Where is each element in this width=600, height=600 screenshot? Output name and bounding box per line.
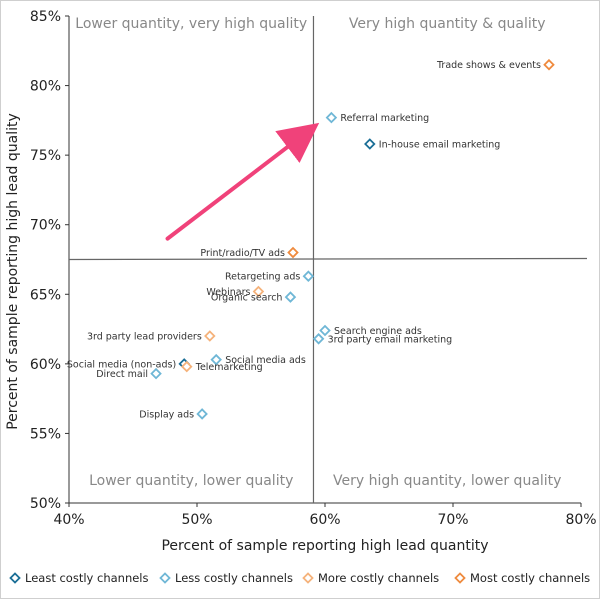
data-point-label: Webinars — [206, 287, 250, 298]
x-tick-label: 40% — [53, 512, 84, 528]
y-tick-label: 75% — [30, 148, 61, 164]
data-point-marker — [252, 285, 265, 298]
y-tick-label: 80% — [30, 79, 61, 95]
x-tick-label: 60% — [309, 512, 340, 528]
legend-marker — [302, 572, 314, 584]
legend-label: Most costly channels — [470, 571, 590, 585]
legend-label: Least costly channels — [25, 571, 149, 585]
data-point-marker — [287, 246, 299, 259]
x-tick-label: 70% — [437, 512, 468, 528]
data-point-marker — [204, 330, 216, 342]
data-point-label: 3rd party lead providers — [87, 332, 202, 343]
data-point-label: Trade shows & events — [436, 60, 541, 71]
legend-marker — [9, 572, 21, 584]
data-point-label: Retargeting ads — [225, 272, 300, 283]
legend: Least costly channels Less costly channel… — [9, 571, 590, 585]
quadrant-label-top-left: Lower quantity, very high quality — [75, 16, 307, 32]
data-point-marker — [319, 324, 331, 337]
axes: 50%55%60%65%70%75%80%85%40% 50% 60% 70% 80%P… — [5, 9, 597, 554]
data-point-label: Organic search — [211, 293, 283, 304]
data-point-marker — [302, 270, 315, 282]
y-axis-label: Percent of sample reporting high lead qu… — [5, 113, 21, 430]
horizontal-divider-line — [68, 257, 588, 261]
data-point-marker — [150, 367, 162, 380]
x-axis-label: Percent of sample reporting high lead qu… — [161, 538, 488, 554]
data-point-label: In-house email marketing — [379, 140, 501, 151]
legend-marker — [454, 572, 466, 584]
data-point-marker — [180, 360, 193, 373]
annotation-arrow-group — [165, 122, 320, 241]
data-point-marker — [364, 138, 376, 150]
quadrant-label-top-right: Very high quantity & quality — [349, 16, 546, 32]
y-tick-label: 55% — [30, 426, 61, 442]
data-point-label: Print/radio/TV ads — [200, 248, 285, 259]
data-point-label: Search engine ads — [334, 326, 422, 337]
y-tick-label: 85% — [30, 9, 61, 25]
data-point-marker — [543, 58, 555, 71]
x-tick-label: 50% — [181, 512, 212, 528]
legend-label: More costly channels — [318, 571, 439, 585]
data-point-marker — [210, 353, 222, 366]
data-point-label: Telemarketing — [195, 362, 263, 373]
quadrant-label-bottom-left: Lower quantity, lower quality — [89, 473, 293, 489]
data-point-marker — [284, 291, 297, 303]
quadrant-labels: Lower quantity, very high quality Very hi… — [75, 16, 561, 489]
y-tick-label: 70% — [30, 218, 61, 234]
data-point-marker — [312, 333, 325, 345]
x-tick-label: 80% — [565, 512, 596, 528]
data-point-label: Social media ads — [225, 355, 306, 366]
data-point-label: Display ads — [139, 409, 194, 420]
data-point-marker — [196, 408, 208, 420]
data-point-label: Social media (non-ads) — [67, 359, 176, 370]
data-point-label: Referral marketing — [340, 113, 429, 124]
y-tick-label: 50% — [30, 496, 61, 512]
legend-label: Less costly channels — [175, 571, 293, 585]
annotation-arrow — [165, 122, 320, 241]
data-points: Trade shows & events Referral marketing In… — [67, 58, 555, 420]
quadrant-label-bottom-right: Very high quantity, lower quality — [333, 473, 561, 489]
data-point-marker — [325, 111, 338, 124]
y-tick-label: 60% — [30, 357, 61, 373]
legend-marker — [159, 572, 171, 584]
y-tick-label: 65% — [30, 287, 61, 303]
data-point-label: 3rd party email marketing — [328, 334, 453, 345]
data-point-label: Direct mail — [96, 369, 148, 380]
